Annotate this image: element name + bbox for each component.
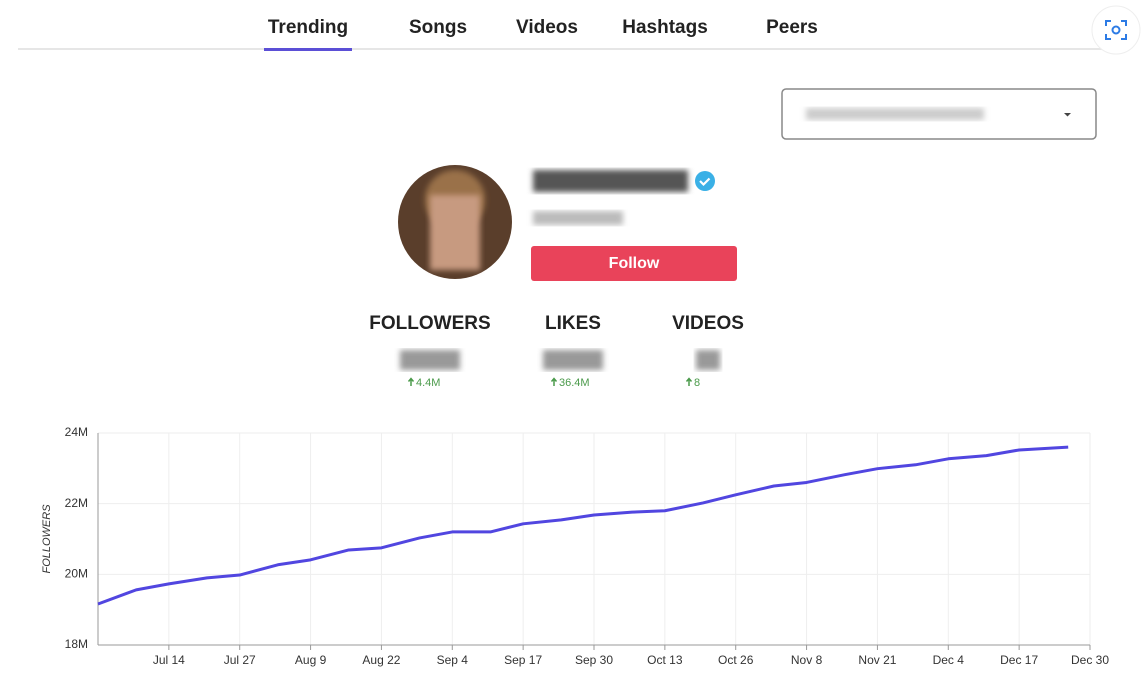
- y-tick-label: 24M: [65, 425, 88, 439]
- x-tick-label: Sep 17: [504, 653, 542, 667]
- stat-value-blur: [543, 350, 603, 370]
- verified-badge: [695, 171, 715, 191]
- nav-tab[interactable]: Songs: [409, 17, 467, 38]
- name-blur: [533, 211, 623, 225]
- y-tick-label: 18M: [65, 637, 88, 651]
- username-blur: [533, 170, 688, 192]
- x-tick-label: Jul 14: [153, 653, 185, 667]
- follow-label[interactable]: Follow: [609, 255, 660, 272]
- up-arrow: [685, 377, 693, 386]
- stat-change: 36.4M: [559, 377, 590, 389]
- nav-tab[interactable]: Hashtags: [622, 17, 708, 38]
- date-dropdown[interactable]: [781, 88, 1097, 140]
- avatar: [398, 165, 512, 279]
- y-tick-label: 20M: [65, 567, 88, 581]
- x-tick-label: Nov 8: [791, 653, 823, 667]
- nav-tab[interactable]: Trending: [268, 17, 348, 38]
- stat-value-blur: [400, 350, 460, 370]
- scan-button[interactable]: [1091, 5, 1141, 55]
- nav-tab[interactable]: Videos: [516, 17, 578, 38]
- stat-change: 8: [694, 377, 700, 389]
- stat-label: LIKES: [545, 313, 601, 334]
- y-axis-label: FOLLOWERS: [41, 504, 53, 574]
- up-arrow: [550, 377, 558, 386]
- x-tick-label: Aug 22: [362, 653, 400, 667]
- stat-value-blur: [696, 350, 720, 370]
- x-tick-label: Sep 30: [575, 653, 613, 667]
- x-tick-label: Oct 13: [647, 653, 683, 667]
- stat-label: FOLLOWERS: [369, 313, 490, 334]
- x-tick-label: Sep 4: [437, 653, 469, 667]
- x-tick-label: Aug 9: [295, 653, 327, 667]
- stat-label: VIDEOS: [672, 313, 744, 334]
- x-tick-label: Oct 26: [718, 653, 754, 667]
- x-tick-label: Dec 4: [933, 653, 965, 667]
- stat-change: 4.4M: [416, 377, 440, 389]
- nav-tab[interactable]: Peers: [766, 17, 818, 38]
- active-tab-underline: [264, 48, 352, 51]
- y-tick-label: 22M: [65, 496, 88, 510]
- followers-line: [97, 445, 1069, 606]
- x-tick-label: Dec 17: [1000, 653, 1038, 667]
- follow-button[interactable]: [531, 246, 737, 281]
- x-tick-label: Dec 30: [1071, 653, 1109, 667]
- x-tick-label: Jul 27: [224, 653, 256, 667]
- up-arrow: [407, 377, 415, 386]
- x-tick-label: Nov 21: [858, 653, 896, 667]
